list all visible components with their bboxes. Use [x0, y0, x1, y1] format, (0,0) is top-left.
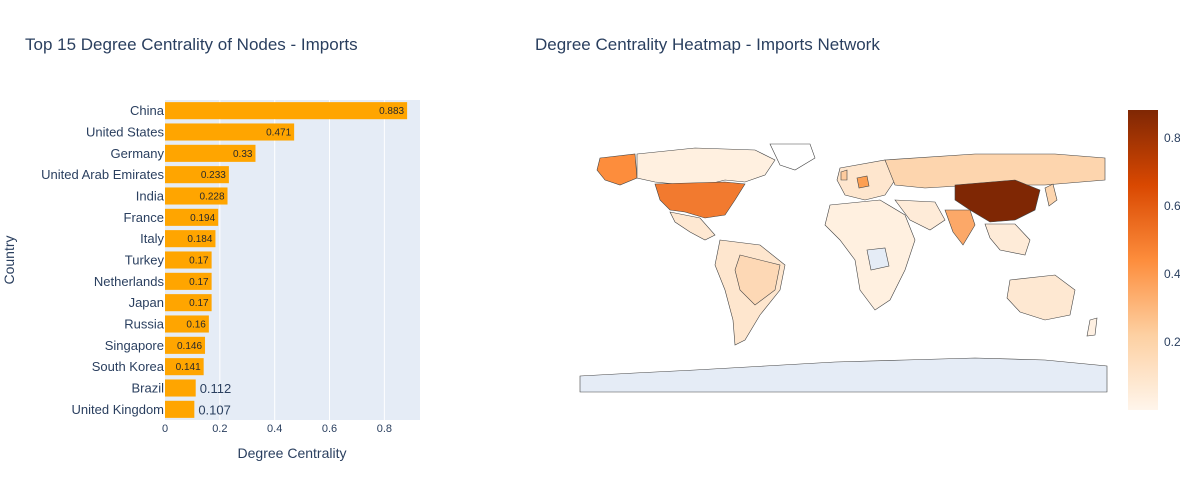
bar[interactable] [165, 144, 256, 162]
greenland-shape [769, 143, 816, 171]
category-label: South Korea [92, 359, 165, 374]
bar[interactable] [165, 187, 228, 205]
colorbar-tick-label: 0.6 [1164, 199, 1180, 213]
category-label: Turkey [125, 253, 165, 268]
bar-value-label: 0.112 [200, 381, 232, 396]
australia-shape [1006, 274, 1076, 321]
x-tick-label: 0 [162, 423, 168, 435]
drc-shape [866, 247, 890, 271]
usa-shape [654, 181, 746, 219]
mexico-shape [669, 211, 716, 241]
category-label: Brazil [131, 381, 164, 396]
bar-value-label: 0.146 [177, 341, 202, 352]
colorbar-tick-label: 0.4 [1164, 267, 1180, 281]
category-label: Germany [111, 146, 165, 161]
category-label: United Kingdom [72, 402, 165, 417]
china-shape [954, 179, 1041, 223]
bar[interactable] [165, 400, 195, 418]
colorbar: 0.2 0.4 0.6 0.8 [1128, 110, 1180, 410]
category-label: Japan [129, 295, 164, 310]
japan-shape [1044, 183, 1058, 207]
bar-value-label: 0.17 [189, 298, 209, 309]
bar[interactable] [165, 336, 206, 354]
colorbar-tick-label: 0.8 [1164, 131, 1180, 145]
category-label: Italy [140, 231, 164, 246]
map-chart-title: Degree Centrality Heatmap - Imports Netw… [535, 35, 880, 54]
se-asia-shape [984, 223, 1031, 256]
brazil-shape [734, 254, 781, 306]
antarctica-shape [579, 357, 1108, 393]
bar-chart-title: Top 15 Degree Centrality of Nodes - Impo… [25, 35, 358, 54]
colorbar-gradient [1128, 110, 1158, 410]
x-tick-label: 0.4 [267, 423, 282, 435]
uk-shape [840, 169, 848, 181]
category-label: Russia [124, 317, 165, 332]
bar-value-label: 0.228 [199, 192, 224, 203]
bar[interactable] [165, 230, 216, 248]
colorbar-tick-label: 0.2 [1164, 335, 1180, 349]
russia-shape [884, 153, 1106, 189]
bar-value-label: 0.33 [233, 149, 253, 160]
x-tick-label: 0.6 [322, 423, 337, 435]
bar-chart: 0.883 0.471 0.33 0.233 0.228 0.194 0.184 0.17 0.… [1, 100, 420, 461]
y-axis-title: Country [1, 235, 17, 284]
canada-shape [636, 147, 776, 186]
india-shape [944, 209, 976, 246]
choropleth-map [579, 143, 1108, 393]
bar[interactable] [165, 272, 212, 290]
bar-value-label: 0.141 [176, 362, 201, 373]
category-label: United States [86, 125, 165, 140]
bar[interactable] [165, 166, 229, 184]
bar-value-label: 0.233 [201, 170, 226, 181]
category-label: United Arab Emirates [41, 167, 164, 182]
x-tick-label: 0.2 [212, 423, 227, 435]
bar-value-label: 0.883 [379, 106, 404, 117]
bar[interactable] [165, 358, 204, 376]
category-label: China [130, 103, 165, 118]
bar-value-label: 0.17 [189, 277, 209, 288]
category-label: France [124, 210, 164, 225]
new-zealand-shape [1086, 317, 1098, 337]
category-label: Netherlands [94, 274, 165, 289]
bar-value-label: 0.184 [187, 234, 212, 245]
bar-value-label: 0.194 [190, 213, 215, 224]
germany-shape [856, 175, 870, 189]
x-axis-title: Degree Centrality [238, 445, 347, 461]
bar[interactable] [165, 315, 209, 333]
bar[interactable] [165, 251, 212, 269]
bar[interactable] [165, 294, 212, 312]
bar[interactable] [165, 208, 219, 226]
bar-value-label: 0.471 [266, 128, 291, 139]
middle-east-shape [894, 199, 946, 231]
bar-value-label: 0.17 [189, 256, 209, 267]
category-label: Singapore [105, 338, 164, 353]
bar[interactable] [165, 123, 295, 141]
category-label: India [136, 189, 165, 204]
x-tick-label: 0.8 [377, 423, 392, 435]
bar-value-label: 0.16 [186, 320, 206, 331]
bar[interactable] [165, 379, 196, 397]
alaska-shape [596, 153, 638, 186]
bar-value-label: 0.107 [198, 402, 231, 417]
bar[interactable] [165, 102, 408, 120]
